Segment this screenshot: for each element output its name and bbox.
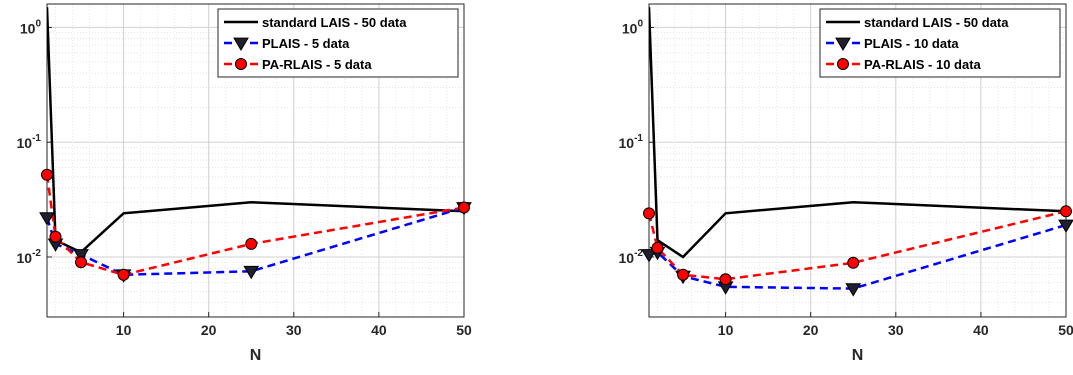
series-line-1 (47, 7, 464, 254)
data-point (845, 283, 862, 297)
data-point (245, 237, 258, 250)
data-point (1058, 219, 1073, 233)
y-tick-label: 10-1 (619, 133, 644, 151)
legend-marker (837, 58, 849, 70)
x-tick-label: 30 (888, 322, 904, 338)
data-point (243, 265, 260, 280)
data-point (641, 249, 657, 263)
data-point (847, 256, 860, 269)
data-point (651, 241, 664, 254)
x-tick-label: 40 (973, 322, 989, 338)
data-point (75, 256, 88, 269)
x-axis-label: N (250, 347, 262, 364)
y-tick-label: 10-1 (17, 133, 42, 151)
x-tick-label: 50 (1058, 322, 1073, 338)
x-tick-label: 30 (286, 322, 302, 338)
data-point (49, 230, 62, 243)
x-tick-label: 10 (116, 322, 132, 338)
legend-label: PLAIS - 5 data (262, 36, 350, 51)
legend-label: PA-RLAIS - 10 data (864, 57, 982, 72)
data-point (677, 268, 690, 281)
data-point (719, 273, 732, 286)
legend-label: standard LAIS - 50 data (262, 15, 407, 30)
x-tick-label: 50 (456, 322, 472, 338)
y-tick-label: 100 (20, 18, 42, 36)
legend-marker (835, 37, 851, 51)
x-tick-label: 20 (803, 322, 819, 338)
x-axis-label: N (852, 347, 864, 364)
series-line-1 (649, 7, 1066, 259)
legend-marker (235, 58, 247, 70)
y-tick-label: 10-2 (17, 248, 42, 266)
data-point (1060, 205, 1072, 218)
legend-marker (233, 37, 249, 51)
series-line-3 (47, 174, 464, 277)
series-line-2 (47, 206, 464, 277)
data-point (458, 201, 470, 214)
axes-box (648, 3, 1067, 318)
y-tick-label: 10-2 (619, 248, 644, 266)
legend-label: PLAIS - 10 data (864, 36, 959, 51)
legend: standard LAIS - 50 data PLAIS - 5 data PA-… (217, 8, 459, 78)
x-tick-label: 40 (371, 322, 387, 338)
data-point (73, 249, 89, 263)
y-tick-label: 100 (622, 18, 644, 36)
x-tick-label: 10 (718, 322, 734, 338)
legend: standard LAIS - 50 data PLAIS - 10 data PA… (819, 8, 1061, 78)
axes-box (46, 3, 465, 318)
data-point (41, 168, 53, 181)
x-tick-label: 20 (201, 322, 217, 338)
legend-label: PA-RLAIS - 5 data (262, 57, 372, 72)
data-point (643, 207, 655, 220)
legend-label: standard LAIS - 50 data (864, 15, 1009, 30)
data-point (39, 212, 55, 226)
data-point (117, 268, 130, 281)
series-group (47, 7, 464, 277)
